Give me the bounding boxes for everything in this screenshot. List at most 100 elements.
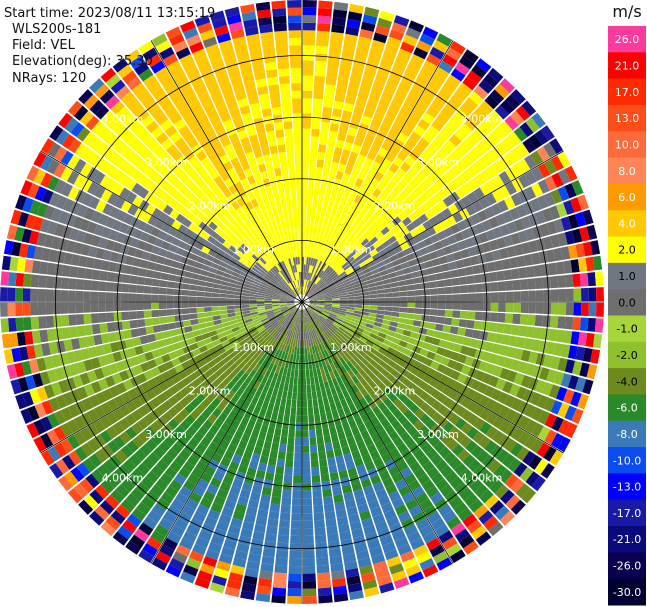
velocity-gate [366, 319, 375, 326]
velocity-gate [346, 387, 355, 396]
velocity-gate [484, 251, 494, 263]
velocity-gate [195, 442, 207, 454]
velocity-gate [186, 382, 197, 392]
velocity-gate [259, 315, 268, 321]
velocity-gate [450, 549, 466, 564]
velocity-gate [496, 270, 505, 281]
velocity-gate [341, 445, 351, 455]
velocity-gate [289, 414, 296, 423]
velocity-gate [564, 316, 574, 330]
velocity-gate [350, 393, 359, 403]
velocity-gate [207, 413, 218, 424]
velocity-gate [280, 436, 288, 445]
velocity-gate [536, 195, 549, 210]
velocity-gate [400, 125, 413, 137]
velocity-gate [293, 308, 298, 315]
velocity-gate [211, 397, 221, 408]
velocity-gate [410, 537, 425, 550]
velocity-gate [510, 499, 526, 515]
velocity-gate [438, 60, 454, 74]
velocity-gate [347, 217, 356, 226]
velocity-gate [330, 433, 339, 443]
velocity-gate [385, 109, 398, 121]
velocity-gate [323, 294, 332, 298]
velocity-gate [360, 164, 371, 174]
velocity-gate [469, 111, 483, 126]
velocity-gate [337, 285, 345, 291]
velocity-gate [181, 376, 192, 386]
velocity-gate [132, 396, 144, 409]
velocity-gate [296, 309, 300, 317]
velocity-gate [367, 223, 377, 233]
velocity-gate [108, 363, 119, 375]
velocity-gate [367, 94, 380, 105]
velocity-gate [285, 452, 294, 461]
velocity-gate [440, 263, 450, 272]
velocity-gate [247, 553, 262, 563]
velocity-gate [290, 528, 302, 536]
velocity-gate [309, 303, 317, 306]
velocity-gate [543, 289, 552, 302]
velocity-gate [354, 178, 364, 188]
velocity-gate [320, 314, 328, 320]
velocity-gate [338, 310, 347, 314]
velocity-gate [555, 329, 565, 343]
velocity-gate [302, 68, 314, 76]
velocity-gate [125, 493, 140, 507]
velocity-gate [305, 331, 308, 340]
velocity-gate [357, 360, 366, 370]
velocity-gate [390, 226, 400, 236]
velocity-gate [302, 475, 311, 484]
velocity-gate [356, 464, 367, 475]
velocity-gate [419, 558, 435, 571]
velocity-gate [243, 344, 252, 353]
velocity-gate [351, 528, 364, 539]
field-label: Field: VEL [12, 38, 75, 53]
velocity-gate [302, 143, 310, 152]
velocity-gate [473, 404, 485, 417]
velocity-gate [297, 339, 300, 348]
velocity-gate [320, 121, 330, 131]
velocity-gate [433, 371, 443, 381]
velocity-gate [369, 264, 378, 272]
velocity-gate [264, 533, 277, 543]
velocity-gate [437, 404, 449, 416]
velocity-gate [280, 375, 287, 384]
velocity-gate [310, 376, 315, 385]
velocity-gate [433, 330, 443, 339]
velocity-gate [64, 471, 79, 487]
velocity-gate [341, 149, 351, 159]
velocity-gate [462, 257, 472, 267]
velocity-gate [303, 324, 306, 333]
velocity-gate [341, 335, 349, 343]
velocity-gate [316, 306, 324, 309]
velocity-gate [386, 221, 396, 231]
velocity-gate [332, 201, 340, 211]
velocity-gate [317, 443, 326, 453]
velocity-gate [318, 317, 325, 324]
velocity-gate [497, 156, 511, 170]
velocity-gate [374, 256, 383, 265]
velocity-gate [413, 419, 425, 431]
velocity-gate [536, 394, 549, 409]
velocity-gate [308, 422, 315, 431]
velocity-gate [327, 317, 335, 323]
velocity-gate [370, 416, 380, 426]
velocity-gate [371, 329, 380, 336]
velocity-gate [296, 316, 299, 325]
velocity-gate [318, 405, 326, 414]
velocity-gate [290, 520, 302, 529]
velocity-gate [54, 442, 68, 458]
velocity-gate [336, 376, 343, 385]
velocity-gate [349, 443, 359, 453]
velocity-gate [375, 25, 390, 37]
velocity-gate [324, 304, 332, 307]
velocity-gate [307, 280, 312, 289]
velocity-gate [240, 352, 249, 361]
velocity-gate [328, 259, 336, 267]
velocity-gate [356, 154, 366, 164]
velocity-gate [311, 313, 318, 320]
velocity-gate [302, 188, 308, 197]
velocity-gate [49, 463, 64, 479]
velocity-gate [384, 43, 399, 55]
